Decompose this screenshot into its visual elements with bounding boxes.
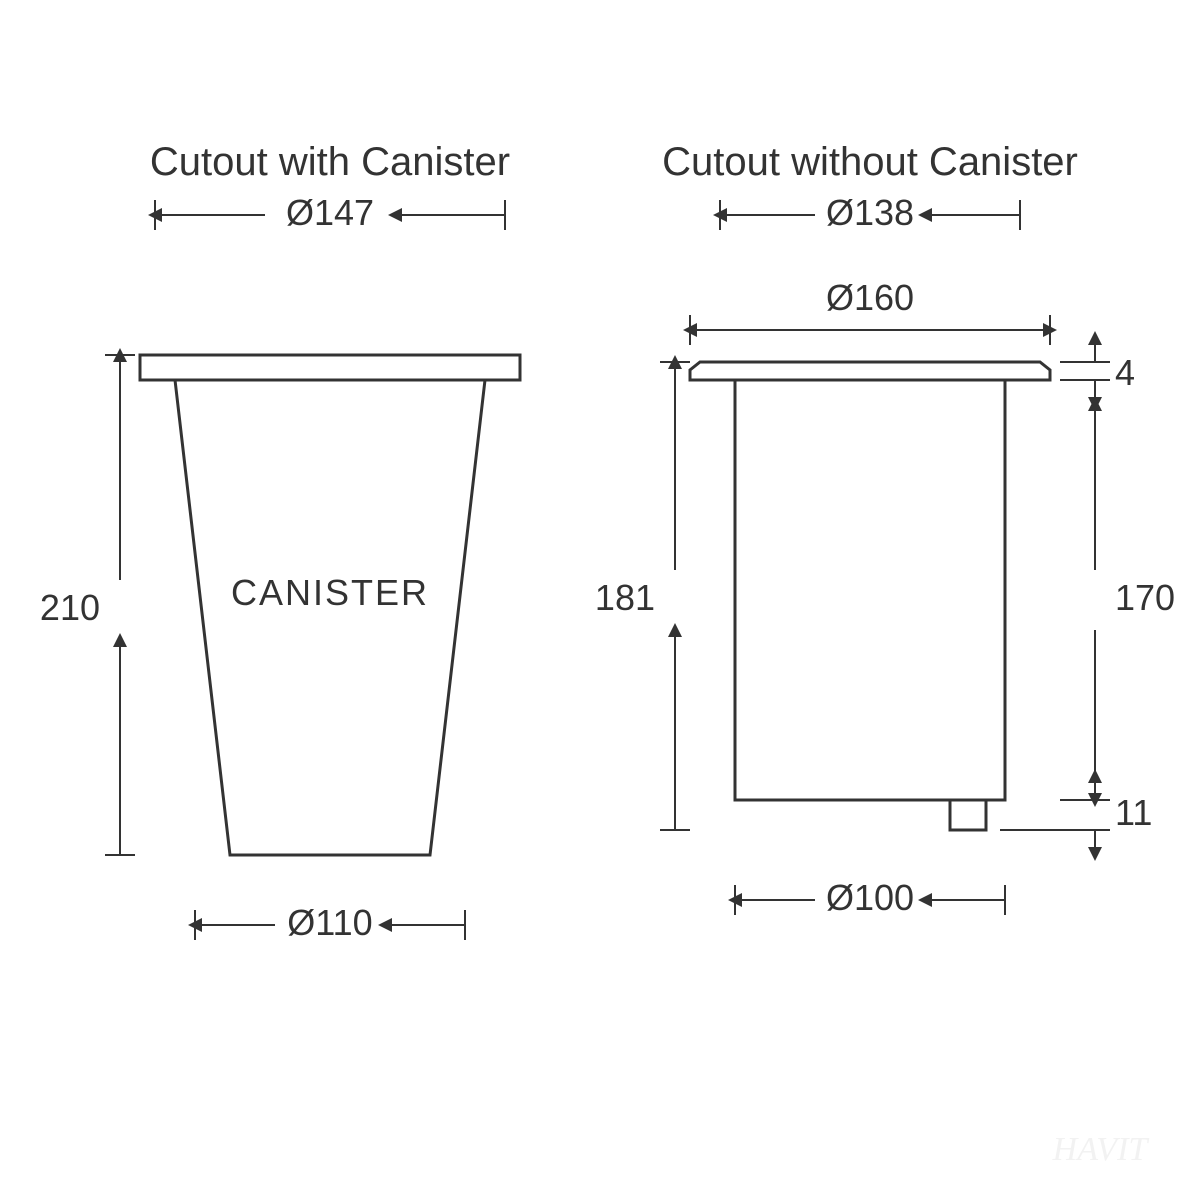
left-height-dim <box>105 355 135 855</box>
left-height-label: 210 <box>40 587 100 628</box>
fixture-shape <box>690 362 1050 830</box>
right-total-height-label: 181 <box>595 577 655 618</box>
watermark: HAVIT <box>1052 1131 1150 1168</box>
right-total-height-dim <box>660 362 690 830</box>
left-figure: Cutout with Canister Ø147 CANISTER 210 Ø <box>40 140 520 943</box>
canister-body-label: CANISTER <box>231 572 429 613</box>
technical-drawing: Cutout with Canister Ø147 CANISTER 210 Ø <box>0 0 1200 1200</box>
right-flange-thk-dim <box>1060 338 1110 404</box>
right-nub-height-dim <box>1000 776 1110 854</box>
left-title: Cutout with Canister <box>150 140 510 184</box>
right-flange-thickness-label: 4 <box>1115 352 1135 393</box>
right-flange-diameter-label: Ø160 <box>826 277 914 318</box>
right-body-height-dim <box>1060 404 1110 800</box>
right-body-height-label: 170 <box>1115 577 1175 618</box>
left-bottom-diameter-label: Ø110 <box>287 902 372 943</box>
right-cutout-diameter-label: Ø138 <box>826 192 914 233</box>
left-top-diameter-label: Ø147 <box>286 192 374 233</box>
right-bottom-diameter-label: Ø100 <box>826 877 914 918</box>
right-title: Cutout without Canister <box>662 140 1078 184</box>
right-nub-height-label: 11 <box>1115 792 1152 833</box>
right-figure: Cutout without Canister Ø138 Ø160 4 <box>595 140 1175 918</box>
right-flange-dim <box>690 315 1050 345</box>
